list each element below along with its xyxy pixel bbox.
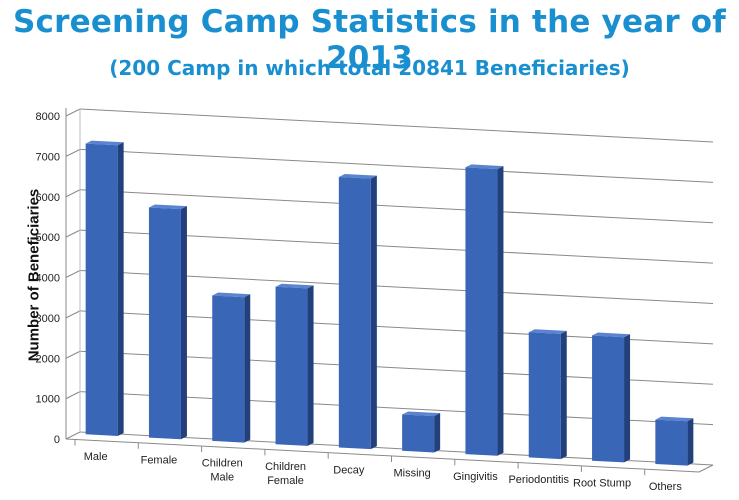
bar [592, 335, 625, 463]
side-gridline-1000 [65, 391, 81, 400]
y-tick-label: 4000 [36, 273, 60, 285]
bar [148, 207, 181, 440]
x-axis-line [65, 438, 700, 473]
y-tick-label: 0 [54, 434, 60, 446]
bar-side [370, 175, 377, 450]
y-tick-label: 6000 [36, 192, 60, 204]
gridline-6000 [79, 189, 714, 224]
bar-top [212, 292, 251, 298]
bar [528, 332, 561, 460]
bar-side [307, 285, 314, 446]
side-gridline-4000 [65, 270, 81, 278]
x-tick-label: Decay [333, 464, 365, 476]
bar-top [148, 204, 187, 210]
bar [338, 176, 371, 450]
bar [85, 143, 118, 436]
bar [402, 414, 435, 453]
bar [655, 419, 688, 466]
bar-top [85, 140, 124, 146]
floor-right-edge [698, 464, 714, 473]
x-tick-label: Others [649, 481, 683, 493]
bar-side [687, 418, 694, 466]
bar [465, 167, 498, 456]
side-gridline-3000 [65, 310, 81, 319]
bar-top [275, 283, 314, 289]
chart-subtitle: (200 Camp in which total 20841 Beneficia… [109, 56, 630, 80]
x-tick-label: Missing [394, 468, 431, 480]
y-tick-label: 1000 [36, 394, 60, 406]
x-tick-label: Root Stump [573, 478, 631, 490]
bar-side [117, 142, 124, 436]
bar-side [497, 166, 504, 456]
bar-top [465, 164, 504, 170]
gridline-7000 [79, 148, 714, 183]
x-tick-label: Female [141, 454, 178, 466]
side-gridline-6000 [65, 189, 81, 198]
bar-top [528, 329, 567, 334]
x-tick-label: Children [202, 458, 243, 470]
gridline-8000 [79, 108, 714, 143]
bar-side [560, 330, 567, 460]
y-tick-label: 2000 [36, 353, 60, 365]
side-gridline-8000 [65, 108, 81, 117]
bar [275, 286, 308, 446]
x-tick-label: Gingivitis [453, 471, 498, 483]
x-tick-label: Children [265, 461, 306, 473]
side-gridline-7000 [65, 148, 81, 157]
bar-side [624, 334, 631, 463]
side-gridline-2000 [65, 350, 81, 359]
y-tick-label: 5000 [36, 232, 60, 244]
side-gridline-0 [65, 431, 81, 440]
x-tick-label: Periodontitis [508, 474, 569, 486]
bar-top [338, 173, 377, 179]
side-gridline-5000 [65, 229, 81, 238]
x-tick-label: Female [267, 475, 304, 487]
bar [212, 295, 245, 443]
bar-top [592, 332, 631, 338]
x-tick-label: Male [210, 472, 234, 484]
chart-title: Screening Camp Statistics in the year of… [13, 4, 726, 76]
y-tick-label: 7000 [36, 151, 60, 163]
bar-top [402, 411, 441, 417]
bar-side [434, 413, 441, 453]
x-tick-label: Male [84, 451, 108, 463]
y-tick-label: 3000 [36, 313, 60, 325]
bar-top [655, 416, 694, 422]
bar-side [244, 294, 251, 443]
y-tick-label: 8000 [36, 111, 60, 123]
bar-side [180, 206, 187, 440]
